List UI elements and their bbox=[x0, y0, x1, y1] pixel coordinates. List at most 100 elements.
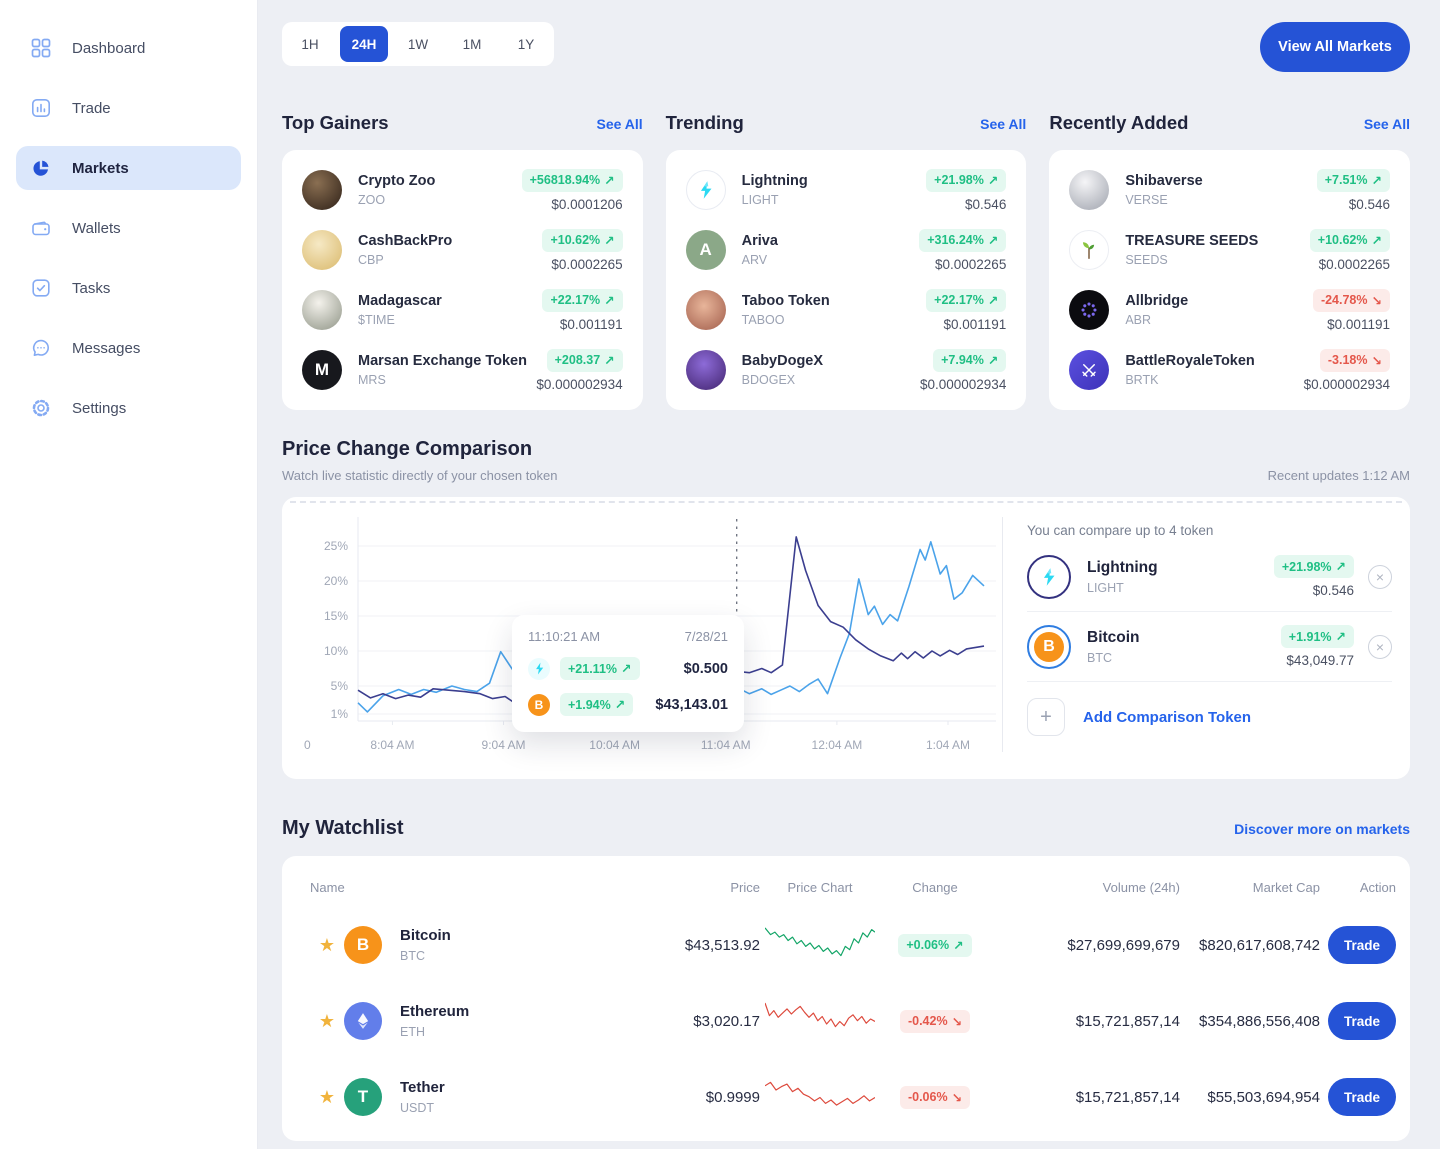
token-row[interactable]: Lightning LIGHT +21.98% ↗ $0.546 bbox=[685, 160, 1007, 220]
trend-up-icon: ↗ bbox=[604, 233, 615, 248]
favorite-star-icon[interactable]: ★ bbox=[318, 934, 336, 955]
token-sections: Top Gainers See All Crypto Zoo ZOO +56818.94… bbox=[282, 112, 1410, 410]
token-meta: TREASURE SEEDS SEEDS bbox=[1125, 233, 1309, 267]
sidebar-item-wallets[interactable]: Wallets bbox=[16, 206, 241, 250]
token-price-block: +316.24% ↗ $0.0002265 bbox=[919, 228, 1007, 272]
time-filter-1h[interactable]: 1H bbox=[286, 26, 334, 62]
token-row[interactable]: BabyDogeX BDOGEX +7.94% ↗ $0.000002934 bbox=[685, 340, 1007, 400]
add-comparison-token-button[interactable]: + Add Comparison Token bbox=[1027, 698, 1392, 736]
token-meta: Madagascar $TIME bbox=[358, 293, 542, 327]
change-badge: -0.42% ↘ bbox=[899, 1009, 971, 1033]
see-all-link-recently-added[interactable]: See All bbox=[1363, 116, 1410, 132]
action-cell: Trade bbox=[1320, 926, 1396, 964]
trend-up-icon: ↗ bbox=[987, 293, 999, 308]
sidebar-item-trade[interactable]: Trade bbox=[16, 86, 241, 130]
time-filter-1m[interactable]: 1M bbox=[448, 26, 496, 62]
comparison-token-values: +21.98% ↗ $0.546 bbox=[1273, 555, 1354, 598]
token-row[interactable]: TREASURE SEEDS SEEDS +10.62% ↗ $0.0002265 bbox=[1069, 220, 1390, 280]
sparkline-chart bbox=[764, 1002, 876, 1027]
see-all-link-top-gainers[interactable]: See All bbox=[596, 116, 643, 132]
comparison-token-list: Lightning LIGHT +21.98% ↗ $0.546 × B Bitcoin BTC… bbox=[1027, 542, 1392, 682]
remove-token-button[interactable]: × bbox=[1368, 564, 1392, 589]
token-meta: Taboo Token TABOO bbox=[742, 293, 926, 327]
token-row[interactable]: Taboo Token TABOO +22.17% ↗ $0.001191 bbox=[685, 280, 1007, 340]
sidebar-item-messages[interactable]: Messages bbox=[16, 326, 241, 370]
watchlist-title: My Watchlist bbox=[282, 817, 404, 839]
section-header-top-gainers: Top Gainers See All bbox=[282, 112, 643, 134]
token-price: $0.0002265 bbox=[1318, 256, 1390, 272]
coin-name: Tether bbox=[400, 1079, 445, 1096]
trend-up-icon: ↗ bbox=[621, 662, 632, 676]
token-row[interactable]: BattleRoyaleToken BRTK -3.18% ↘ $0.000002934 bbox=[1069, 340, 1390, 400]
coin-meta: Ethereum ETH bbox=[400, 1003, 550, 1039]
token-row[interactable]: A Ariva ARV +316.24% ↗ $0.0002265 bbox=[685, 220, 1007, 280]
price-chart-cell bbox=[760, 997, 880, 1046]
section-trending: Trending See All Lightning LIGHT +21.98% ↗ $0.… bbox=[665, 112, 1027, 410]
market-cap-value: $354,886,556,408 bbox=[1199, 1012, 1320, 1030]
coin-avatar: B bbox=[344, 926, 382, 964]
token-row[interactable]: Shibaverse VERSE +7.51% ↗ $0.546 bbox=[1069, 160, 1390, 220]
trade-button[interactable]: Trade bbox=[1328, 1002, 1396, 1040]
coin-price: $0.9999 bbox=[705, 1088, 760, 1106]
change-badge: +316.24% ↗ bbox=[919, 228, 1007, 252]
token-row[interactable]: M Marsan Exchange Token MRS +208.37 ↗ $0.0000… bbox=[302, 340, 623, 400]
token-price-block: +21.98% ↗ $0.546 bbox=[926, 168, 1007, 212]
time-filter-24h[interactable]: 24H bbox=[340, 26, 388, 62]
trade-button[interactable]: Trade bbox=[1328, 1078, 1396, 1116]
discover-more-link[interactable]: Discover more on markets bbox=[1234, 821, 1410, 837]
trade-button[interactable]: Trade bbox=[1328, 926, 1396, 964]
tooltip-time: 11:10:21 AM bbox=[528, 629, 601, 644]
comparison-token-price: $0.546 bbox=[1312, 583, 1354, 598]
time-filter-1y[interactable]: 1Y bbox=[502, 26, 550, 62]
token-price: $0.0002265 bbox=[551, 256, 623, 272]
volume-value: $15,721,857,14 bbox=[1075, 1088, 1180, 1106]
watchlist-row-btc: ★ B Bitcoin BTC $43,513.92 +0.06% ↗ $27,699,699… bbox=[310, 907, 1396, 983]
sidebar-item-settings[interactable]: Settings bbox=[16, 386, 241, 430]
comparison-header: Price Change Comparison Watch live stati… bbox=[282, 438, 1410, 483]
token-price: $0.000002934 bbox=[536, 376, 623, 392]
change-badge: +208.37 ↗ bbox=[546, 348, 623, 372]
token-row[interactable]: CashBackPro CBP +10.62% ↗ $0.0002265 bbox=[302, 220, 623, 280]
change-badge: +21.98% ↗ bbox=[1273, 555, 1354, 578]
coin-meta: Tether USDT bbox=[400, 1079, 550, 1115]
comparison-token-name: Bitcoin bbox=[1087, 628, 1140, 646]
remove-token-button[interactable]: × bbox=[1368, 634, 1392, 659]
token-name: BabyDogeX bbox=[741, 353, 824, 369]
token-price-block: -24.78% ↘ $0.001191 bbox=[1312, 288, 1390, 332]
time-filter-1w[interactable]: 1W bbox=[394, 26, 442, 62]
sidebar-item-dashboard[interactable]: Dashboard bbox=[16, 26, 241, 70]
token-name: Ariva bbox=[741, 233, 778, 249]
token-avatar bbox=[1069, 230, 1110, 270]
view-all-markets-button[interactable]: View All Markets bbox=[1260, 22, 1410, 72]
token-price-block: +10.62% ↗ $0.0002265 bbox=[1309, 228, 1390, 272]
sidebar-item-markets[interactable]: Markets bbox=[16, 146, 241, 190]
token-row[interactable]: Madagascar $TIME +22.17% ↗ $0.001191 bbox=[302, 280, 623, 340]
token-price-block: -3.18% ↘ $0.000002934 bbox=[1303, 348, 1390, 392]
favorite-star-icon[interactable]: ★ bbox=[318, 1086, 336, 1107]
volume-value: $27,699,699,679 bbox=[1067, 936, 1180, 954]
token-price-block: +7.94% ↗ $0.000002934 bbox=[920, 348, 1007, 392]
token-row[interactable]: Allbridge ABR -24.78% ↘ $0.001191 bbox=[1069, 280, 1390, 340]
token-card-trending: Lightning LIGHT +21.98% ↗ $0.546 A Ariva ARV +31… bbox=[665, 150, 1027, 410]
svg-text:0: 0 bbox=[304, 738, 311, 752]
sidebar-item-label: Wallets bbox=[72, 219, 121, 237]
section-header-recently-added: Recently Added See All bbox=[1049, 112, 1410, 134]
comparison-chart[interactable]: 25% 20% 15% 10% 5% 1% 8:04 AM 9:04 AM 10:04 AM 11… bbox=[300, 509, 1000, 766]
token-meta: Lightning LIGHT bbox=[742, 173, 926, 207]
price-change-comparison-section: Price Change Comparison Watch live stati… bbox=[282, 438, 1410, 779]
column-header-price: Price bbox=[730, 880, 760, 895]
token-avatar: A bbox=[685, 230, 726, 270]
change-badge: -0.06% ↘ bbox=[899, 1085, 971, 1109]
change-badge: +7.51% ↗ bbox=[1316, 168, 1390, 192]
trend-up-icon: ↗ bbox=[987, 233, 999, 248]
token-meta: Allbridge ABR bbox=[1125, 293, 1313, 327]
token-row[interactable]: Crypto Zoo ZOO +56818.94% ↗ $0.0001206 bbox=[302, 160, 623, 220]
change-badge: +10.62% ↗ bbox=[1309, 228, 1390, 252]
sidebar-item-label: Tasks bbox=[72, 279, 111, 297]
bitcoin-icon: B bbox=[528, 693, 550, 716]
sidebar-item-tasks[interactable]: Tasks bbox=[16, 266, 241, 310]
token-price: $0.000002934 bbox=[1303, 376, 1390, 392]
see-all-link-trending[interactable]: See All bbox=[980, 116, 1027, 132]
token-symbol: ZOO bbox=[358, 193, 386, 207]
favorite-star-icon[interactable]: ★ bbox=[318, 1010, 336, 1031]
